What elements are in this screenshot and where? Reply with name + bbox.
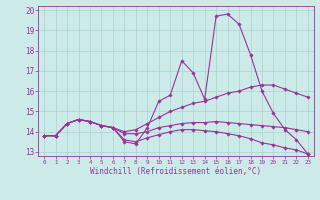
X-axis label: Windchill (Refroidissement éolien,°C): Windchill (Refroidissement éolien,°C): [91, 167, 261, 176]
